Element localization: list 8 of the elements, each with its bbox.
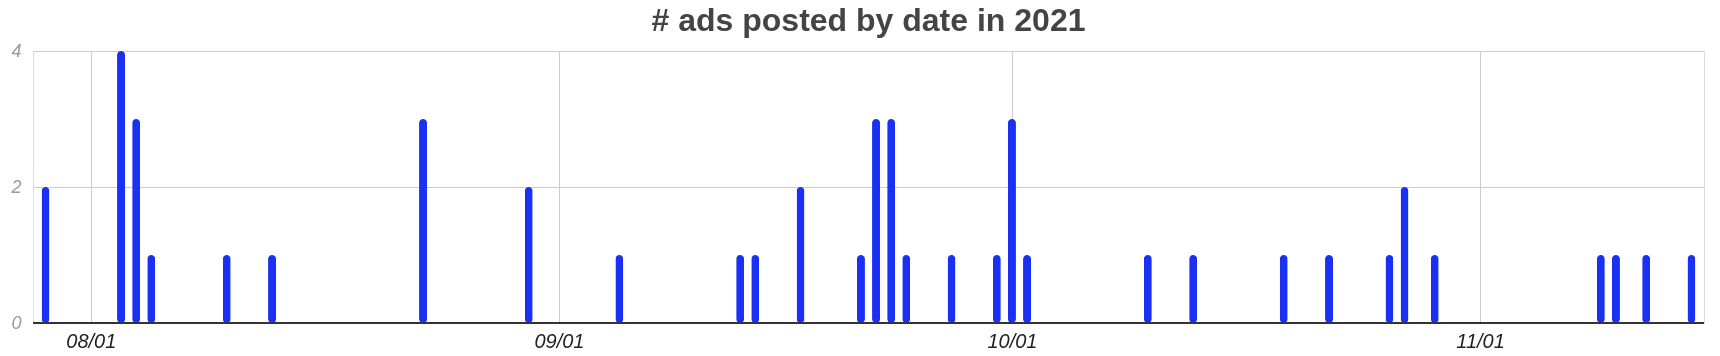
x-tick-label: 11/01 — [1456, 329, 1505, 352]
y-tick-label: 2 — [10, 176, 22, 197]
y-tick-label: 0 — [11, 312, 22, 333]
x-tick-label: 10/01 — [987, 329, 1038, 352]
y-tick-label: 4 — [11, 40, 22, 61]
chart-title: # ads posted by date in 2021 — [651, 2, 1086, 38]
x-tick-label: 09/01 — [534, 329, 585, 352]
x-tick-label: 08/01 — [66, 329, 117, 352]
